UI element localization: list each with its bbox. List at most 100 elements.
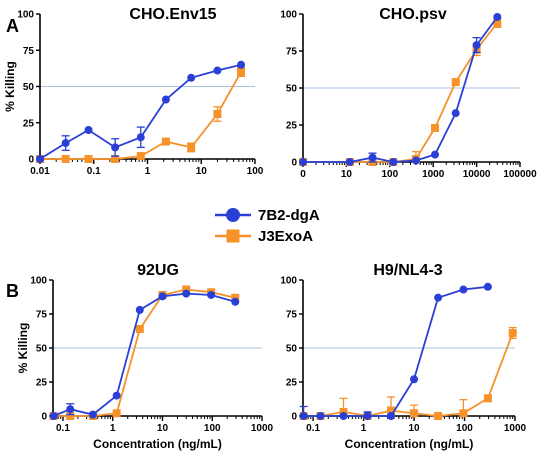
y-tick-label: 25 [23, 118, 35, 129]
x-tick-label: 1000 [504, 423, 527, 434]
data-point [84, 155, 93, 163]
legend-label-j3exoa: J3ExoA [258, 228, 313, 245]
series-line [53, 288, 236, 417]
data-point [410, 409, 419, 418]
chart-title: 92UG [137, 262, 179, 279]
y-tick-label: 0 [291, 158, 297, 169]
data-point [345, 158, 354, 166]
data-point [88, 410, 97, 419]
data-point [213, 66, 222, 75]
y-tick-label: 0 [291, 412, 297, 423]
x-tick-label: 10 [196, 166, 208, 177]
data-point [410, 375, 419, 384]
data-point [213, 110, 222, 119]
data-point [299, 412, 308, 420]
data-point [36, 155, 44, 163]
y-tick-label: 75 [286, 47, 298, 58]
data-point [483, 282, 492, 291]
x-axis-label: Concentration (ng/mL) [345, 437, 474, 451]
chart-title: CHO.psv [379, 6, 447, 23]
y-tick-label: 50 [286, 84, 298, 95]
x-tick-label: 100 [456, 423, 473, 434]
y-tick-label: 100 [280, 10, 297, 21]
data-point [339, 407, 348, 416]
data-point [434, 412, 443, 420]
data-point [339, 412, 348, 420]
x-tick-label: 10000 [463, 169, 491, 180]
data-point [363, 412, 372, 420]
x-tick-label: 1000 [422, 169, 445, 180]
data-point [237, 60, 246, 69]
panel-letter-a: A [6, 16, 19, 36]
data-point [135, 305, 144, 314]
data-point [111, 143, 120, 152]
y-tick-label: 25 [286, 121, 298, 132]
series-line [303, 16, 499, 163]
series-j3exoa [299, 17, 502, 166]
data-point [459, 285, 468, 294]
data-point [111, 155, 120, 163]
y-axis-label: % Killing [16, 323, 30, 374]
y-tick-label: 50 [23, 82, 35, 93]
x-tick-label: 100000 [503, 169, 537, 180]
data-point [161, 137, 170, 146]
data-point [387, 406, 396, 415]
data-point [182, 289, 191, 298]
data-point [434, 293, 443, 302]
chart-title: H9/NL4-3 [373, 262, 442, 279]
data-point [483, 394, 492, 403]
x-axis-label: Concentration (ng/mL) [93, 437, 222, 451]
data-point [187, 143, 196, 152]
data-point [136, 152, 145, 161]
data-point [231, 293, 240, 302]
data-point [411, 156, 420, 165]
data-point [299, 158, 307, 166]
series-7b2-dga [299, 12, 502, 166]
x-tick-label: 1 [110, 423, 116, 434]
legend-marker-7b2-dga [226, 208, 240, 222]
x-tick-label: 0.01 [30, 166, 50, 177]
data-point [472, 41, 481, 50]
data-point [112, 409, 121, 418]
data-point [61, 155, 70, 163]
x-tick-label: 100 [247, 166, 264, 177]
data-point [231, 297, 240, 306]
series-7b2-dga [299, 282, 492, 420]
y-tick-label: 75 [36, 310, 48, 321]
series-line [303, 285, 488, 417]
y-tick-label: 75 [23, 46, 35, 57]
data-point [451, 109, 460, 118]
data-point [389, 158, 398, 166]
data-point [49, 412, 58, 420]
series-j3exoa [49, 285, 240, 420]
data-point [136, 133, 145, 142]
x-tick-label: 10 [341, 169, 353, 180]
data-point [66, 412, 75, 420]
y-tick-label: 50 [286, 344, 298, 355]
data-point [430, 123, 439, 132]
data-point [84, 126, 93, 134]
data-point [459, 409, 468, 418]
legend-marker-j3exoa [226, 229, 240, 243]
x-tick-label: 100 [204, 423, 221, 434]
x-tick-label: 0.1 [56, 423, 70, 434]
legend-entry-7b2-dga: 7B2-dgA [215, 207, 320, 224]
data-point [508, 329, 517, 338]
chart-92ug: 92UG 0 25 50 75 100 0.1 1 10 100 1000 % Killing Conc… [16, 262, 274, 451]
data-point [112, 391, 121, 400]
data-point [368, 153, 377, 162]
y-tick-label: 100 [17, 10, 34, 21]
data-point [66, 405, 75, 414]
x-tick-label: 1 [361, 423, 367, 434]
series-j3exoa [299, 326, 517, 420]
y-tick-label: 100 [280, 276, 297, 287]
x-tick-label: 0.1 [87, 166, 101, 177]
y-axis-label: % Killing [3, 61, 17, 112]
data-point [187, 73, 196, 82]
data-point [161, 95, 170, 104]
data-point [387, 412, 396, 420]
series-7b2-dga [36, 60, 246, 163]
series-j3exoa [36, 67, 246, 163]
